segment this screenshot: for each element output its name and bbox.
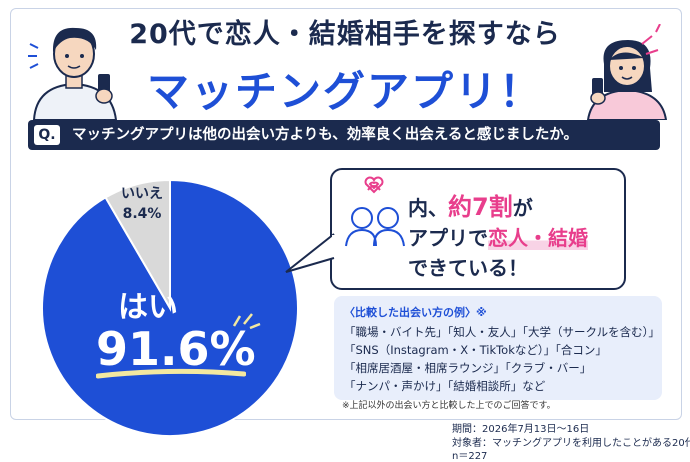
- survey-n: n＝227: [452, 451, 488, 462]
- couple-icon: [345, 181, 405, 247]
- survey-period: 期間：2026年7月13日〜16日: [452, 424, 590, 435]
- question-badge: Q.: [34, 125, 60, 145]
- bubble-highlight-marriage: 恋人・結婚: [488, 226, 588, 250]
- heart-icon: [364, 176, 384, 194]
- bubble-text: 内、約7割が アプリで恋人・結婚 できている！: [408, 192, 588, 283]
- bubble-line-2: アプリで恋人・結婚: [408, 223, 588, 253]
- examples-line: 「ナンパ・声かけ」「結婚相談所」など: [344, 379, 546, 393]
- pie-label-yes: はい: [118, 290, 178, 325]
- question-text: マッチングアプリは他の出会い方よりも、効率良く出会えると感じましたか。: [72, 127, 579, 143]
- sparkle-lines-icon: [641, 24, 661, 55]
- pie-slice-no: [104, 178, 171, 312]
- title-line-2: マッチングアプリ！: [146, 67, 543, 116]
- examples-line: 「相席居酒屋・相席ラウンジ」「クラブ・バー」: [344, 361, 592, 375]
- bubble-line-1: 内、約7割が: [408, 192, 588, 223]
- bubble-line1-pre: 内、: [408, 196, 448, 220]
- examples-line: 「職場・バイト先」「知人・友人」「大学（サークルを含む）」: [344, 325, 660, 339]
- underline-swoosh: [96, 368, 246, 379]
- footnote: ※上記以外の出会い方と比較した上でのご回答です。: [342, 401, 556, 411]
- pie-label-no: いいえ 8.4%: [112, 184, 172, 224]
- woman-with-phone-illustration: [586, 40, 668, 120]
- bubble-highlight-7wari: 約7割: [448, 193, 513, 221]
- man-with-phone-illustration: [28, 27, 118, 120]
- bubble-line-3: できている！: [408, 256, 528, 280]
- question-bar: Q. マッチングアプリは他の出会い方よりも、効率良く出会えると感じましたか。: [28, 120, 660, 150]
- examples-line: 「SNS（Instagram・X・TikTokなど）」「合コン」: [344, 343, 607, 357]
- bubble-line1-post: が: [512, 196, 533, 220]
- bubble-line2-pre: アプリで: [408, 226, 488, 250]
- pie-label-no-value: 8.4%: [122, 206, 162, 222]
- survey-target: 対象者：マッチングアプリを利用したことがある20代: [452, 438, 690, 449]
- sparkle-lines-icon: [232, 313, 261, 330]
- pie-label-no-text: いいえ: [121, 186, 163, 202]
- examples-title: 〈比較した出会い方の例〉※: [344, 306, 487, 319]
- title-line-1: 20代で恋人・結婚相手を探すなら: [129, 19, 561, 50]
- examples-box: 〈比較した出会い方の例〉※ 「職場・バイト先」「知人・友人」「大学（サークルを含…: [334, 296, 662, 400]
- pie-value-yes: 91.6%: [96, 322, 256, 376]
- speech-bubble-tail: [285, 233, 336, 273]
